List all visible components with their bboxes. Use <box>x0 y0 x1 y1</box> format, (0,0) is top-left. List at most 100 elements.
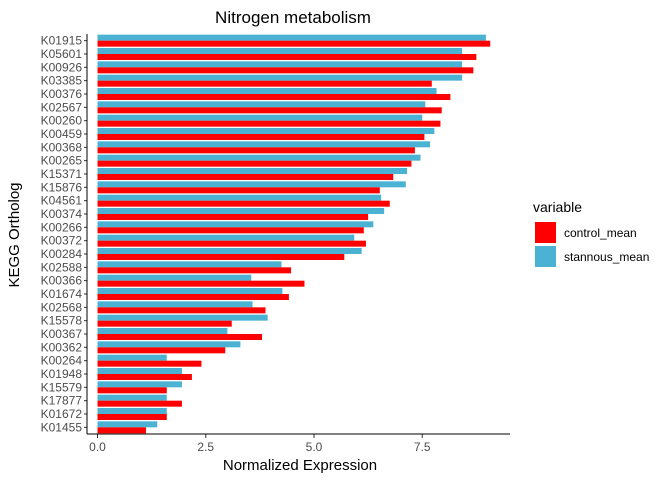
bar-stannous_mean-K00284 <box>97 248 362 254</box>
bar-control_mean-K00265 <box>97 160 412 167</box>
bar-control_mean-K15876 <box>97 187 380 194</box>
bar-control_mean-K01455 <box>97 427 146 434</box>
x-tick-labels: 0.0 2.5 5.0 7.5 <box>89 434 431 454</box>
bar-control_mean-K15578 <box>97 320 232 327</box>
bar-control_mean-K00459 <box>97 134 425 140</box>
y-tick-label: K00266 <box>41 220 83 234</box>
y-tick-label: K00459 <box>41 127 83 141</box>
bar-control_mean-K15371 <box>97 174 394 180</box>
y-tick-label: K00374 <box>41 207 83 221</box>
y-tick-label: K01672 <box>41 407 83 421</box>
bar-stannous_mean-K02568 <box>97 301 253 308</box>
bar-stannous_mean-K00265 <box>97 154 421 161</box>
y-tick-label: K01674 <box>41 287 83 301</box>
bar-control_mean-K17877 <box>97 400 182 407</box>
y-tick-label: K01455 <box>41 420 83 434</box>
bar-control_mean-K04561 <box>97 200 390 207</box>
legend-label-control: control_mean <box>564 226 637 240</box>
bar-stannous_mean-K17877 <box>97 394 167 401</box>
bar-stannous_mean-K00362 <box>97 341 241 348</box>
bar-stannous_mean-K04561 <box>97 194 382 201</box>
y-tick-label: K00264 <box>41 354 83 368</box>
x-axis-title: Normalized Expression <box>223 457 377 474</box>
x-tick-label: 0.0 <box>89 440 106 454</box>
bar-stannous_mean-K00374 <box>97 208 385 214</box>
y-tick-label: K15578 <box>41 314 83 328</box>
y-tick-label: K00376 <box>41 87 83 101</box>
bar-stannous_mean-K00260 <box>97 114 423 121</box>
y-tick-label: K17877 <box>41 394 83 408</box>
y-tick-label: K00367 <box>41 327 83 341</box>
bar-control_mean-K00264 <box>97 360 202 367</box>
legend-key-control <box>535 222 556 243</box>
bar-control_mean-K01915 <box>97 40 491 47</box>
y-axis-title: KEGG Ortholog <box>6 182 23 287</box>
bar-stannous_mean-K00264 <box>97 354 167 361</box>
bar-control_mean-K00926 <box>97 67 474 74</box>
bar-control_mean-K05601 <box>97 54 477 60</box>
bar-stannous_mean-K15578 <box>97 314 268 321</box>
bar-control_mean-K00362 <box>97 347 226 354</box>
legend-label-stannous: stannous_mean <box>564 250 649 264</box>
legend-key-stannous <box>535 246 556 267</box>
chart-title: Nitrogen metabolism <box>215 8 371 27</box>
bar-control_mean-K02588 <box>97 267 292 274</box>
bar-control_mean-K00260 <box>97 120 441 127</box>
x-tick-label: 2.5 <box>197 440 214 454</box>
y-tick-label: K15876 <box>41 180 83 194</box>
bar-stannous_mean-K15579 <box>97 381 182 388</box>
bar-control_mean-K00368 <box>97 147 415 154</box>
bar-stannous_mean-K05601 <box>97 48 463 54</box>
bar-control_mean-K00266 <box>97 227 364 234</box>
y-tick-label: K15579 <box>41 380 83 394</box>
bar-stannous_mean-K00372 <box>97 234 355 241</box>
y-tick-label: K00926 <box>41 60 83 74</box>
legend: variable control_mean stannous_mean <box>533 199 649 267</box>
y-tick-label: K02568 <box>41 300 83 314</box>
y-tick-label: K04561 <box>41 194 83 208</box>
bars-group <box>97 34 491 434</box>
bar-control_mean-K00374 <box>97 214 369 220</box>
bar-control_mean-K01674 <box>97 294 289 300</box>
bar-control_mean-K02568 <box>97 307 266 314</box>
legend-title: variable <box>533 199 582 215</box>
bar-stannous_mean-K00376 <box>97 88 437 94</box>
bar-stannous_mean-K01948 <box>97 368 182 374</box>
x-tick-label: 7.5 <box>414 440 431 454</box>
bar-control_mean-K15579 <box>97 387 167 394</box>
bar-stannous_mean-K00368 <box>97 141 431 148</box>
y-tick-label: K15371 <box>41 167 83 181</box>
bar-control_mean-K00367 <box>97 334 263 340</box>
y-tick-label: K01915 <box>41 34 83 48</box>
bar-control_mean-K00366 <box>97 280 305 287</box>
bar-stannous_mean-K15876 <box>97 181 406 188</box>
bar-stannous_mean-K03385 <box>97 74 463 81</box>
bar-control_mean-K00376 <box>97 94 451 100</box>
bar-stannous_mean-K15371 <box>97 168 408 174</box>
bar-control_mean-K02567 <box>97 107 442 114</box>
bar-control_mean-K00284 <box>97 254 345 260</box>
bar-stannous_mean-K01455 <box>97 421 158 428</box>
y-tick-label: K03385 <box>41 74 83 88</box>
y-tick-label: K00265 <box>41 154 83 168</box>
bar-control_mean-K00372 <box>97 240 366 247</box>
y-tick-label: K05601 <box>41 47 83 61</box>
bar-stannous_mean-K00367 <box>97 328 228 334</box>
y-tick-label: K00284 <box>41 247 83 261</box>
bar-control_mean-K01672 <box>97 414 167 420</box>
bar-stannous_mean-K00366 <box>97 274 252 281</box>
y-tick-label: K00368 <box>41 140 83 154</box>
y-tick-label: K01948 <box>41 367 83 381</box>
bar-stannous_mean-K01672 <box>97 408 167 414</box>
bar-stannous_mean-K00926 <box>97 61 463 68</box>
bar-stannous_mean-K01674 <box>97 288 283 294</box>
x-tick-label: 5.0 <box>306 440 323 454</box>
bar-stannous_mean-K00266 <box>97 221 374 228</box>
y-tick-label: K00362 <box>41 340 83 354</box>
y-tick-label: K02567 <box>41 100 83 114</box>
bar-control_mean-K01948 <box>97 374 192 380</box>
bar-stannous_mean-K02588 <box>97 261 282 268</box>
y-tick-label: K00366 <box>41 274 83 288</box>
